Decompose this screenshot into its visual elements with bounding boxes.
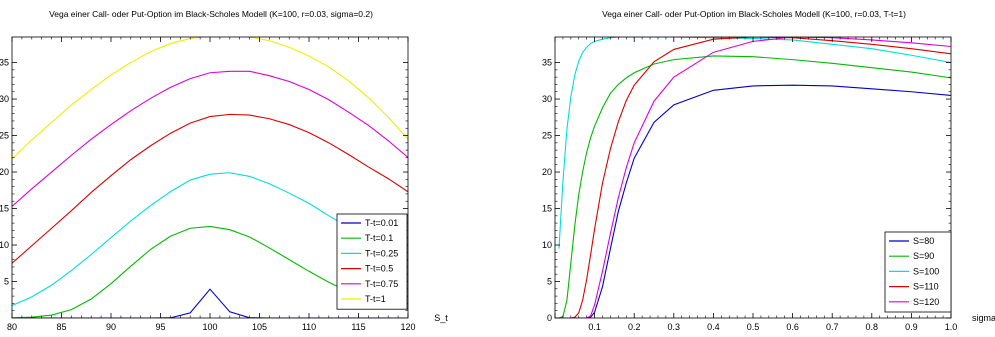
legend: S=80 S=90 S=100 S=110 S=120: [884, 231, 952, 313]
legend-label-2: S=90: [913, 251, 934, 261]
y-tick-label: 5: [4, 277, 9, 287]
y-tick-label: 15: [0, 204, 9, 214]
y-tick-label: 35: [0, 58, 9, 68]
series-line-3: [558, 37, 951, 249]
x-axis-label: S_t: [434, 313, 448, 323]
x-tick-label: 0.4: [707, 322, 720, 332]
y-tick-label: 10: [542, 240, 552, 250]
y-tick-label: 25: [542, 131, 552, 141]
legend-label-3: T-t=0.25: [365, 248, 398, 258]
y-tick-label: 25: [0, 131, 9, 141]
y-tick-label: 35: [542, 58, 552, 68]
series-line-5: [12, 70, 408, 207]
x-axis-label: sigma: [972, 313, 995, 323]
x-tick-label: 0.5: [747, 322, 760, 332]
x-tick-label: 95: [155, 322, 165, 332]
y-tick-label: 20: [0, 167, 9, 177]
x-tick-label: 90: [106, 322, 116, 332]
series-line-2: [558, 55, 951, 318]
legend-label-5: S=120: [913, 297, 939, 307]
x-tick-label: 0.2: [628, 322, 641, 332]
x-tick-label: 110: [302, 322, 316, 332]
x-tick-label: 1.0: [945, 322, 958, 332]
y-tick-label: 0: [547, 313, 552, 323]
legend-label-1: S=80: [913, 236, 934, 246]
legend-label-4: S=110: [913, 282, 939, 292]
x-tick-label: 0.7: [826, 322, 839, 332]
series-line-1: [12, 288, 408, 318]
x-tick-label: 100: [202, 322, 217, 332]
legend-label-1: T-t=0.01: [365, 218, 398, 228]
legend-label-6: T-t=1: [365, 294, 386, 304]
x-tick-label: 115: [351, 322, 365, 332]
y-tick-label: 10: [0, 240, 9, 250]
x-tick-label: 0.9: [905, 322, 918, 332]
x-tick-label: 80: [7, 322, 17, 332]
x-tick-label: 105: [252, 322, 267, 332]
chart-title: Vega einer Call- oder Put-Option im Blac…: [49, 9, 373, 19]
legend-box: [336, 213, 408, 310]
series-line-4: [12, 113, 408, 264]
legend-label-4: T-t=0.5: [365, 264, 393, 274]
y-tick-label: 30: [542, 94, 552, 104]
series-line-1: [558, 84, 951, 318]
x-tick-label: 120: [400, 322, 415, 332]
y-tick-label: 15: [542, 204, 552, 214]
legend-label-5: T-t=0.75: [365, 279, 398, 289]
chart-1: Vega einer Call- oder Put-Option im Blac…: [0, 9, 448, 332]
series-line-4: [558, 37, 951, 318]
x-tick-label: 0.3: [668, 322, 681, 332]
y-tick-label: 20: [542, 167, 552, 177]
chart-title: Vega einer Call- oder Put-Option im Blac…: [602, 9, 906, 19]
y-tick-label: 30: [0, 94, 9, 104]
legend: T-t=0.01 T-t=0.1 T-t=0.25 T-t=0.5 T-t=0.75 T-…: [336, 213, 408, 310]
y-tick-label: 5: [547, 277, 552, 287]
x-tick-label: 0.8: [866, 322, 879, 332]
x-tick-label: 0.6: [786, 322, 799, 332]
legend-label-2: T-t=0.1: [365, 233, 393, 243]
chart-2: Vega einer Call- oder Put-Option im Blac…: [542, 9, 995, 332]
x-tick-label: 85: [56, 322, 66, 332]
x-tick-label: 0.1: [588, 322, 601, 332]
legend-label-3: S=100: [913, 266, 939, 276]
series-line-6: [12, 37, 408, 160]
